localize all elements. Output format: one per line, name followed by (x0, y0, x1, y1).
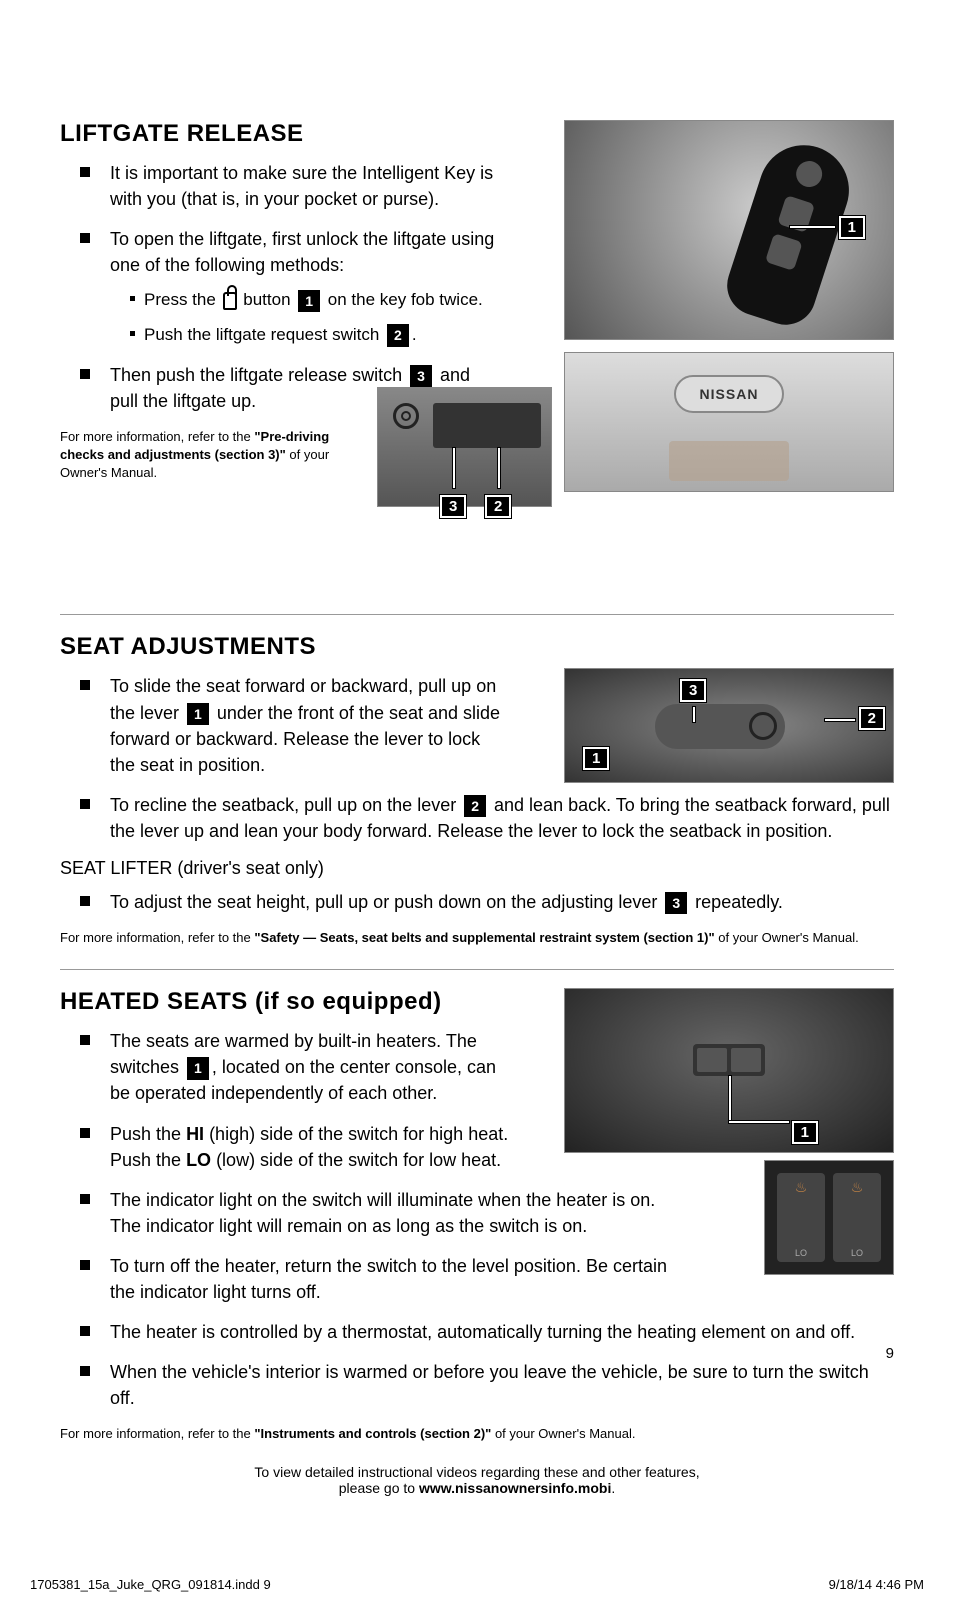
callout-1: 1 (298, 290, 320, 312)
bullet: The heater is controlled by a thermostat… (80, 1319, 894, 1345)
section-seat-adjust: SEAT ADJUSTMENTS To slide the seat forwa… (60, 633, 894, 947)
img-callout-2: 2 (859, 707, 885, 730)
bullet: When the vehicle's interior is warmed or… (80, 1359, 894, 1411)
callout-3: 3 (410, 365, 432, 387)
image-center-console: 1 (564, 988, 894, 1153)
sub-bullet: Push the liftgate request switch 2. (130, 323, 500, 348)
img-callout-2: 2 (485, 495, 511, 518)
bullet: Push the HI (high) side of the switch fo… (80, 1121, 510, 1173)
fine-print: For more information, refer to the "Safe… (60, 929, 894, 947)
bullet: To adjust the seat height, pull up or pu… (80, 889, 894, 915)
bullet: It is important to make sure the Intelli… (80, 160, 500, 212)
divider (60, 969, 894, 970)
img-callout-1: 1 (839, 216, 865, 239)
print-footer: 1705381_15a_Juke_QRG_091814.indd 9 9/18/… (30, 1577, 924, 1592)
img-callout-3: 3 (440, 495, 466, 518)
image-liftgate-release: 3 2 (377, 387, 552, 507)
callout-1: 1 (187, 703, 209, 725)
image-liftgate-switch: NISSAN (564, 352, 894, 492)
image-keyfob: 1 (564, 120, 894, 340)
bullet: To recline the seatback, pull up on the … (80, 792, 894, 844)
section-heated-seats: HEATED SEATS (if so equipped) The seats … (60, 988, 894, 1443)
section-liftgate: LIFTGATE RELEASE It is important to make… (60, 120, 894, 482)
liftgate-fob-icon (223, 292, 237, 310)
page-number: 9 (886, 1345, 894, 1362)
fine-print: For more information, refer to the "Inst… (60, 1425, 894, 1443)
bullet: To slide the seat forward or backward, p… (80, 673, 510, 777)
callout-3: 3 (665, 892, 687, 914)
img-callout-1: 1 (792, 1121, 818, 1144)
heading-seat-adjust: SEAT ADJUSTMENTS (60, 633, 894, 661)
bullet: To turn off the heater, return the switc… (80, 1253, 680, 1305)
print-date: 9/18/14 4:46 PM (829, 1577, 924, 1592)
image-seat-switches: ♨ LO ♨ LO (764, 1160, 894, 1275)
footer-note: To view detailed instructional videos re… (60, 1464, 894, 1496)
print-file: 1705381_15a_Juke_QRG_091814.indd 9 (30, 1577, 271, 1592)
callout-2: 2 (387, 324, 409, 346)
callout-2: 2 (464, 795, 486, 817)
image-seat-controls: 1 3 2 (564, 668, 894, 783)
bullet: The seats are warmed by built-in heaters… (80, 1028, 510, 1106)
subheading-seat-lifter: SEAT LIFTER (driver's seat only) (60, 858, 894, 879)
bullet: To open the liftgate, first unlock the l… (80, 226, 500, 347)
img-callout-3: 3 (680, 679, 706, 702)
fine-print: For more information, refer to the "Pre-… (60, 428, 370, 483)
bullet: The indicator light on the switch will i… (80, 1187, 680, 1239)
sub-bullet: Press the button 1 on the key fob twice. (130, 288, 500, 313)
callout-1: 1 (187, 1057, 209, 1079)
img-callout-1: 1 (583, 747, 609, 770)
nissan-logo: NISSAN (674, 375, 784, 413)
divider (60, 614, 894, 615)
